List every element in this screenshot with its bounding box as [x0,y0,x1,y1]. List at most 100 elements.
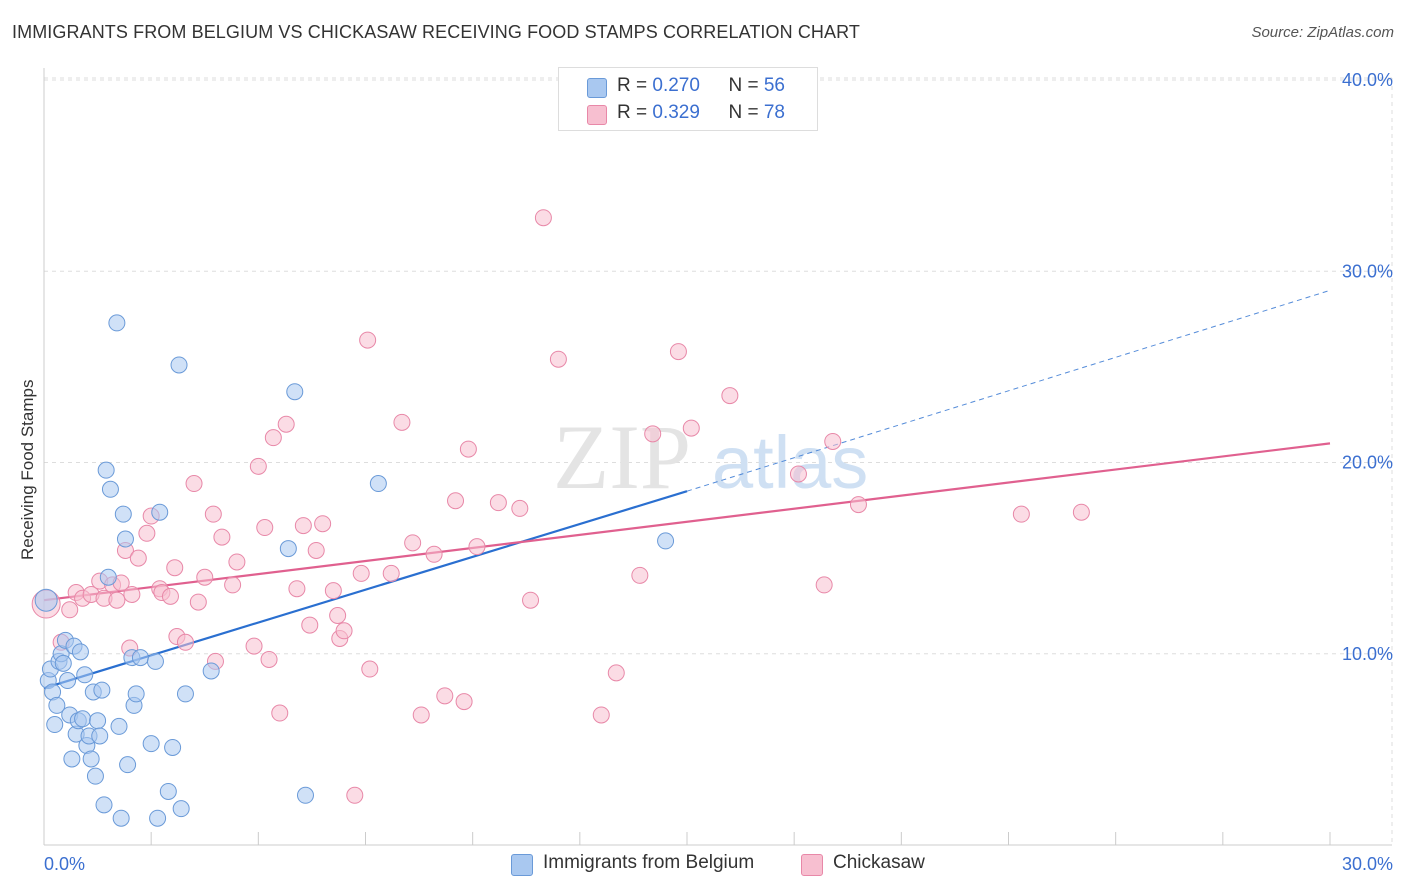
belgium-trend-extension [686,289,1331,492]
belgium-point [99,568,117,586]
chickasaw-point [256,519,274,537]
chickasaw-point [61,601,79,619]
bottom-legend-label-chickasaw: Chickasaw [833,852,925,873]
chickasaw-point [1012,505,1030,523]
belgium-point [89,712,107,730]
chickasaw-point [249,457,267,475]
belgium-point [54,654,72,672]
chickasaw-point [138,524,156,542]
chickasaw-point [161,587,179,605]
belgium-point [657,532,675,550]
chickasaw-point [425,545,443,563]
chickasaw-point [849,496,867,514]
legend-r-label: R = [617,75,653,96]
axes [43,68,1392,846]
chickasaw-point [129,549,147,567]
chickasaw-point [245,637,263,655]
belgium-point [116,530,134,548]
bottom-legend-swatch-pink [801,854,823,876]
chickasaw-point [824,432,842,450]
bottom-legend-swatch-blue [511,854,533,876]
belgium-point [149,809,167,827]
belgium-point [74,710,92,728]
legend-n-label: N = [728,75,764,96]
bottom-legend-label-belgium: Immigrants from Belgium [543,852,755,873]
belgium-point [76,666,94,684]
chickasaw-point [277,415,295,433]
chickasaw-point [329,607,347,624]
chart-title: IMMIGRANTS FROM BELGIUM VS CHICKASAW REC… [12,22,861,42]
chickasaw-point [1072,503,1090,521]
legend-r-value: 0.270 [652,75,700,96]
chickasaw-point [324,582,342,600]
x-tick-label: 0.0% [44,854,85,874]
chickasaw-point [489,494,507,512]
y-axis-label: Receiving Food Stamps [18,379,37,560]
belgium-point [151,503,169,521]
chickasaw-point [644,425,662,443]
belgium-point [63,750,81,768]
belgium-point [97,461,115,479]
belgium-point [279,540,297,558]
belgium-point [93,681,111,699]
legend-n-value: 56 [763,75,785,96]
chickasaw-point [108,591,126,609]
chickasaw-point [176,633,194,651]
correlation-legend: R = 0.270 N = 56 R = 0.329 N = 78 [558,67,818,131]
chickasaw-point [592,706,610,724]
chickasaw-point [352,564,370,582]
tick-labels: 10.0% 20.0% 30.0% 40.0% 0.0% 30.0% [44,70,1393,874]
chickasaw-point [346,786,364,804]
watermark-zip: ZIP [553,406,691,508]
belgium-point [286,383,304,401]
belgium-point [48,696,66,714]
chickasaw-point [459,440,477,458]
chickasaw-point [196,568,214,586]
belgium-point [110,717,128,735]
source-label: Source: ZipAtlas.com [1251,24,1394,41]
belgium-point [112,809,130,827]
y-tick-label: 10.0% [1342,644,1393,664]
belgium-point [71,643,89,661]
belgium-point [34,588,58,612]
chickasaw-point [393,413,411,431]
legend-r-value: 0.329 [652,102,700,123]
chickasaw-point [721,387,739,405]
legend-n-value: 78 [763,102,785,123]
belgium-point [91,727,109,745]
chickasaw-point [404,534,422,552]
watermark-atlas: atlas [712,421,868,504]
belgium-point [146,652,164,670]
chickasaw-point [307,541,325,559]
chickasaw-point [314,515,332,533]
x-tick-label: 30.0% [1342,854,1393,874]
chickasaw-point [382,564,400,582]
belgium-point [164,738,182,756]
chickasaw-point [511,499,529,517]
belgium-point [119,756,137,774]
chickasaw-trend-line [43,442,1331,602]
belgium-point [142,735,160,753]
belgium-point [131,649,149,667]
chickasaw-point [815,576,833,594]
chickasaw-point [301,616,319,634]
belgium-point [127,685,145,703]
chickasaw-point [682,419,700,437]
chickasaw-point [224,576,242,594]
chickasaw-point [447,492,465,510]
legend-n-label: N = [728,102,764,123]
chickasaw-point [789,465,807,483]
legend-r-label: R = [617,102,653,123]
chickasaw-point [534,209,552,227]
chickasaw-point [204,505,222,523]
belgium-point [172,800,190,818]
chickasaw-point [436,687,454,705]
belgium-point [176,685,194,703]
chickasaw-point [669,343,687,361]
legend-swatch-blue [587,78,607,98]
y-tick-label: 20.0% [1342,453,1393,473]
y-tick-label: 30.0% [1342,261,1393,281]
belgium-point [82,750,100,768]
chickasaw-point [213,528,231,546]
